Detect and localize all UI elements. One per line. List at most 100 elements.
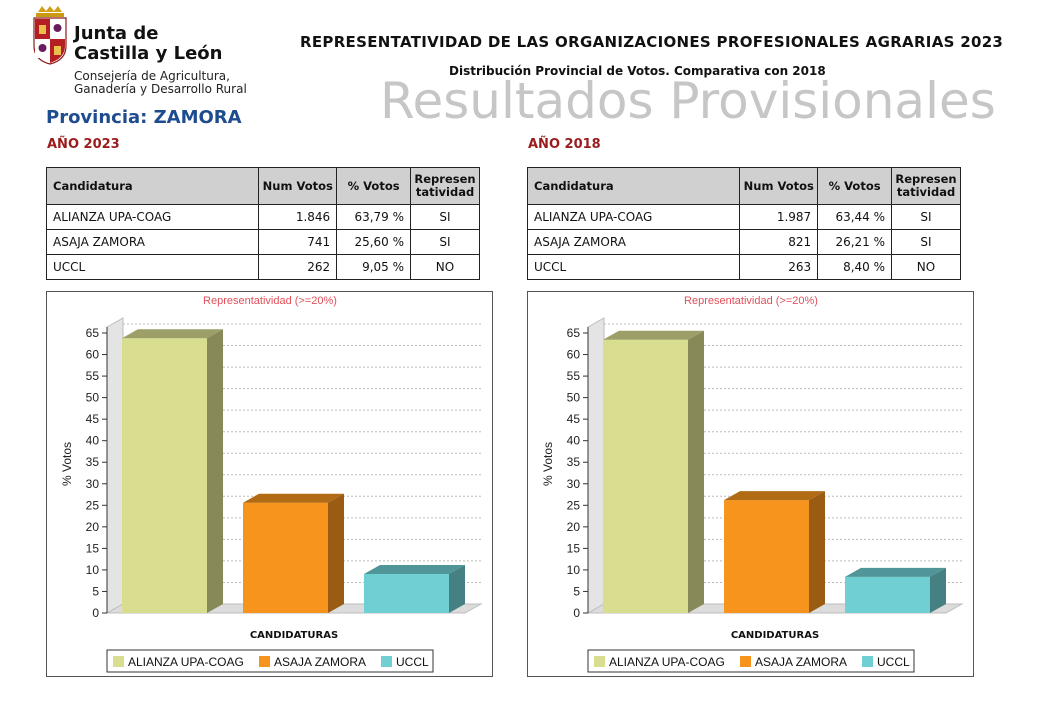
y-tick-label: 55 <box>567 369 581 383</box>
cell-candidatura: UCCL <box>45 254 260 280</box>
cell-pct-votos: 26,21 % <box>817 229 893 255</box>
y-tick-label: 10 <box>86 563 100 577</box>
legend-label-1: ALIANZA UPA-COAG <box>128 655 244 669</box>
cell-representatividad: SI <box>891 204 961 230</box>
y-tick-label: 60 <box>86 348 100 362</box>
y-tick-label: 0 <box>573 606 580 620</box>
y-tick-label: 15 <box>86 541 100 555</box>
chart-side-wall <box>587 317 605 614</box>
logo-sub-line-2: Ganadería y Desarrollo Rural <box>74 82 247 96</box>
table-header-row: Candidatura Num Votos % Votos Represen ta… <box>526 167 961 205</box>
table-row: ASAJA ZAMORA 821 26,21 % SI <box>526 229 961 255</box>
y-tick-label: 45 <box>567 412 581 426</box>
bar-chart-2023: 0 5 10 15 20 25 30 35 40 45 50 55 60 65 Representativi… <box>60 295 483 673</box>
y-axis-label: % Votos <box>541 442 555 486</box>
cell-candidatura: UCCL <box>526 254 741 280</box>
legend-label-3: UCCL <box>877 655 910 669</box>
chart-panel-2018: 0 5 10 15 20 25 30 35 40 45 50 55 60 65 Representativi… <box>527 291 974 677</box>
y-tick-label: 35 <box>86 455 100 469</box>
y-tick-label: 60 <box>567 348 581 362</box>
y-tick-label: 15 <box>567 541 581 555</box>
x-axis-label: CANDIDATURAS <box>250 630 338 641</box>
y-tick-label: 5 <box>92 584 99 598</box>
page-subtitle: Distribución Provincial de Votos. Compar… <box>449 64 826 78</box>
cell-candidatura: ASAJA ZAMORA <box>526 229 741 255</box>
page-title: REPRESENTATIVIDAD DE LAS ORGANIZACIONES … <box>300 33 1004 51</box>
bar-side-2 <box>809 491 825 613</box>
legend-label-2: ASAJA ZAMORA <box>755 655 847 669</box>
watermark: Resultados Provisionales <box>380 72 996 130</box>
cell-pct-votos: 63,79 % <box>336 204 412 230</box>
legend-swatch-1 <box>594 656 605 667</box>
y-tick-label: 50 <box>567 391 581 405</box>
table-row: ALIANZA UPA-COAG 1.987 63,44 % SI <box>526 204 961 230</box>
col-header-representatividad: Represen tatividad <box>891 167 961 205</box>
cell-candidatura: ALIANZA UPA-COAG <box>45 204 260 230</box>
cell-representatividad: SI <box>891 229 961 255</box>
cell-representatividad: SI <box>410 229 480 255</box>
col-header-repr-line-2: tatividad <box>896 185 956 199</box>
bar-top-2 <box>724 491 825 501</box>
bar-top-2 <box>243 493 344 503</box>
legend-swatch-3 <box>862 656 873 667</box>
bar-3 <box>845 576 930 613</box>
bar-top-3 <box>845 567 946 577</box>
col-header-repr-line-2: tatividad <box>415 185 475 199</box>
y-tick-label: 25 <box>86 498 100 512</box>
legend-swatch-2 <box>740 656 751 667</box>
y-tick-label: 20 <box>86 520 100 534</box>
chart-panel-2023: 0 5 10 15 20 25 30 35 40 45 50 55 60 65 Representativi… <box>46 291 493 677</box>
col-header-pct-votos: % Votos <box>336 167 412 205</box>
year-label-2018: AÑO 2018 <box>528 137 601 152</box>
bar-side-2 <box>328 493 344 613</box>
cell-pct-votos: 63,44 % <box>817 204 893 230</box>
x-axis-label: CANDIDATURAS <box>731 630 819 641</box>
results-table-2023: Candidatura Num Votos % Votos Represen ta… <box>45 167 480 280</box>
cell-representatividad: SI <box>410 204 480 230</box>
bar-2 <box>243 502 328 613</box>
junta-logo: Junta de Castilla y León Consejería de A… <box>30 6 250 98</box>
y-tick-label: 40 <box>86 434 100 448</box>
y-tick-label: 35 <box>567 455 581 469</box>
logo-wordmark: Junta de Castilla y León <box>74 24 222 64</box>
y-tick-label: 10 <box>567 563 581 577</box>
bar-top-1 <box>603 330 704 340</box>
bar-top-3 <box>364 565 465 575</box>
y-tick-label: 0 <box>92 606 99 620</box>
cell-num-votos: 262 <box>258 254 338 280</box>
legend-label-1: ALIANZA UPA-COAG <box>609 655 725 669</box>
y-tick-label: 25 <box>567 498 581 512</box>
legend-swatch-1 <box>113 656 124 667</box>
year-label-2023: AÑO 2023 <box>47 137 120 152</box>
bar-side-1 <box>207 329 223 613</box>
col-header-candidatura: Candidatura <box>45 167 260 205</box>
logo-department: Consejería de Agricultura, Ganadería y D… <box>74 70 247 96</box>
table-row: ALIANZA UPA-COAG 1.846 63,79 % SI <box>45 204 480 230</box>
col-header-repr-line-1: Represen <box>414 172 476 186</box>
bar-1 <box>603 339 688 613</box>
bar-3 <box>364 574 449 613</box>
cell-representatividad: NO <box>410 254 480 280</box>
bar-side-3 <box>449 565 465 613</box>
chart-title: Representatividad (>=20%) <box>203 295 337 307</box>
col-header-repr-line-1: Represen <box>895 172 957 186</box>
chart-title: Representatividad (>=20%) <box>684 295 818 307</box>
y-tick-label: 55 <box>86 369 100 383</box>
col-header-representatividad: Represen tatividad <box>410 167 480 205</box>
cell-candidatura: ASAJA ZAMORA <box>45 229 260 255</box>
y-tick-label: 65 <box>86 326 100 340</box>
y-tick-label: 40 <box>567 434 581 448</box>
y-tick-label: 65 <box>567 326 581 340</box>
y-tick-label: 20 <box>567 520 581 534</box>
chart-side-wall <box>106 317 124 614</box>
y-tick-label: 5 <box>573 584 580 598</box>
table-header-row: Candidatura Num Votos % Votos Represen ta… <box>45 167 480 205</box>
cell-pct-votos: 8,40 % <box>817 254 893 280</box>
legend-swatch-2 <box>259 656 270 667</box>
cell-num-votos: 821 <box>739 229 819 255</box>
cell-pct-votos: 25,60 % <box>336 229 412 255</box>
cell-num-votos: 1.987 <box>739 204 819 230</box>
y-tick-label: 30 <box>567 477 581 491</box>
cell-num-votos: 263 <box>739 254 819 280</box>
col-header-candidatura: Candidatura <box>526 167 741 205</box>
